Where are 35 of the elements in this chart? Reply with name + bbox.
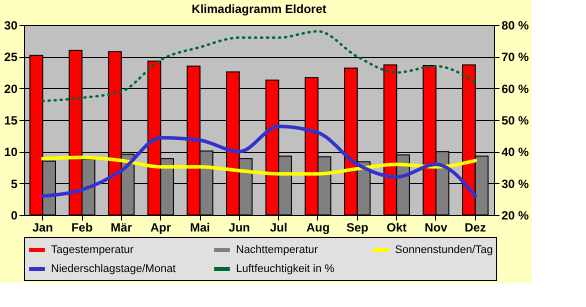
x-tick-label: Sep	[346, 220, 368, 234]
x-tick-label: Feb	[71, 220, 93, 234]
y2-tick-label: 40 %	[502, 145, 530, 160]
x-tick-label: Apr	[150, 220, 172, 234]
chart-title: Klimadiagramm Eldoret	[192, 2, 326, 16]
y2-tick-label: 70 %	[502, 50, 530, 64]
y-tick-label: 5	[10, 176, 18, 191]
legend-label: Sonnenstunden/Tag	[395, 244, 493, 256]
y-tick-label: 20	[4, 82, 18, 96]
x-tick-label: Mär	[110, 220, 132, 234]
line-series	[40, 156, 478, 176]
x-tick-label: Dez	[464, 220, 486, 234]
y2-tick-label: 80 %	[502, 18, 530, 32]
legend-label: Nachttemperatur	[236, 244, 318, 256]
y-tick-label: 0	[10, 208, 18, 222]
x-tick-label: Mai	[190, 220, 210, 234]
legend-label: Luftfeuchtigkeit in %	[236, 263, 335, 275]
y2-tick-label: 50 %	[502, 114, 530, 128]
y-tick-label: 15	[4, 114, 18, 128]
x-tick-label: Nov	[424, 220, 448, 234]
line-series	[41, 30, 477, 102]
y-tick-label: 30	[4, 18, 18, 32]
x-tick-label: Aug	[306, 220, 330, 234]
y2-tick-label: 20 %	[502, 208, 530, 222]
x-tick-label: Okt	[386, 220, 407, 234]
legend-label: Tagestemperatur	[51, 244, 134, 256]
y2-tick-label: 60 %	[502, 82, 530, 96]
y-tick-label: 10	[4, 145, 18, 160]
x-tick-label: Jun	[228, 220, 250, 234]
line-series	[40, 124, 478, 198]
x-tick-label: Jul	[270, 220, 288, 234]
y-tick-label: 25	[4, 50, 18, 64]
x-tick-label: Jan	[32, 220, 54, 234]
legend-label: Niederschlagstage/Monat	[51, 263, 176, 275]
y2-tick-label: 30 %	[502, 176, 530, 191]
